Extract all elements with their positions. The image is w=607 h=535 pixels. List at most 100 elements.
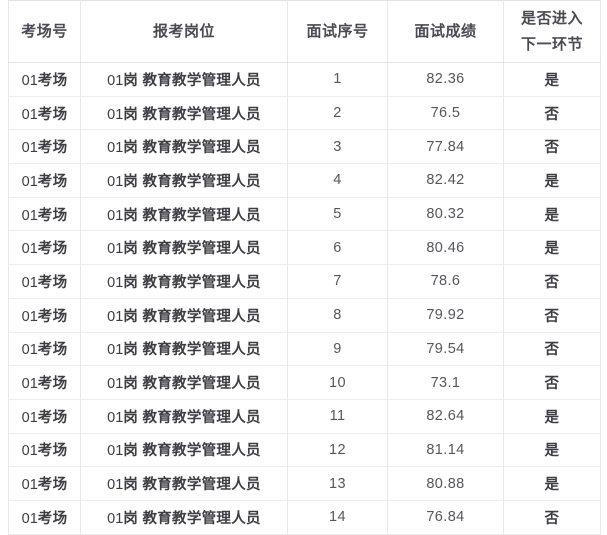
cell-interview-seq: 3 <box>287 129 388 165</box>
cell-applied-post-code-unit: 岗 <box>123 207 139 224</box>
cell-applied-post-code-unit: 岗 <box>123 409 139 426</box>
cell-applied-post-code-digits: 01 <box>107 106 124 123</box>
cell-exam-room: 01考场 <box>8 96 81 131</box>
cell-exam-room-text: 考场 <box>37 207 68 224</box>
cell-applied-post-name: 教育教学管理人员 <box>142 376 261 393</box>
cell-next-stage-flag: 是 <box>503 62 601 97</box>
cell-applied-post-code-digits: 01 <box>107 140 124 157</box>
cell-applied-post-code-unit: 岗 <box>123 173 139 190</box>
cell-exam-room-digits: 01 <box>21 308 38 325</box>
cell-exam-room-text: 考场 <box>37 443 68 460</box>
cell-applied-post-code-digits: 01 <box>107 207 124 224</box>
column-header-room-line-1: 考场号 <box>21 22 68 40</box>
table-row: 01考场 01岗 教育教学管理人员 10 73.1 否 <box>8 365 601 400</box>
cell-interview-score: 82.42 <box>387 163 504 198</box>
cell-exam-room-text: 考场 <box>37 72 68 89</box>
cell-exam-room: 01考场 <box>8 332 81 367</box>
cell-applied-post-code-digits: 01 <box>107 342 124 359</box>
cell-exam-room: 01考场 <box>8 399 81 434</box>
cell-exam-room-digits: 01 <box>21 72 38 89</box>
table-row: 01考场 01岗 教育教学管理人员 1 82.36 是 <box>8 62 601 97</box>
table-row: 01考场 01岗 教育教学管理人员 11 82.64 是 <box>8 399 601 434</box>
table-row: 01考场 01岗 教育教学管理人员 8 79.92 否 <box>8 298 601 333</box>
column-header-seq-line-1: 面试序号 <box>306 22 369 40</box>
table-header: 考场号 报考岗位 面试序号 面试成绩 是否进入 下一环节 <box>8 0 601 63</box>
cell-exam-room-text: 考场 <box>37 308 68 325</box>
cell-interview-score: 80.46 <box>387 230 504 266</box>
table-row: 01考场 01岗 教育教学管理人员 7 78.6 否 <box>8 264 601 299</box>
cell-next-stage-flag: 是 <box>503 197 601 232</box>
table-row: 01考场 01岗 教育教学管理人员 12 81.14 是 <box>8 433 601 468</box>
cell-applied-post-name: 教育教学管理人员 <box>142 308 261 325</box>
cell-applied-post-name: 教育教学管理人员 <box>142 274 261 291</box>
cell-exam-room-text: 考场 <box>37 106 68 123</box>
cell-applied-post-code-unit: 岗 <box>123 342 139 359</box>
cell-exam-room: 01考场 <box>8 163 81 198</box>
cell-exam-room-digits: 01 <box>21 342 38 359</box>
cell-applied-post-name: 教育教学管理人员 <box>142 443 261 460</box>
cell-exam-room: 01考场 <box>8 264 81 299</box>
cell-applied-post-name: 教育教学管理人员 <box>142 140 261 157</box>
cell-interview-seq: 4 <box>287 163 388 198</box>
cell-next-stage-flag: 是 <box>503 399 601 434</box>
cell-interview-score: 80.32 <box>387 197 504 232</box>
cell-exam-room-digits: 01 <box>21 510 38 527</box>
cell-interview-seq: 2 <box>287 96 388 131</box>
cell-applied-post-code-unit: 岗 <box>123 510 139 527</box>
cell-interview-seq: 14 <box>287 500 388 535</box>
cell-interview-score: 79.54 <box>387 332 504 367</box>
cell-interview-seq: 8 <box>287 298 388 333</box>
cell-exam-room-text: 考场 <box>37 409 68 426</box>
cell-applied-post: 01岗 教育教学管理人员 <box>80 96 288 131</box>
cell-applied-post-code-digits: 01 <box>107 308 124 325</box>
cell-applied-post-name: 教育教学管理人员 <box>142 72 261 89</box>
column-header-post-line-1: 报考岗位 <box>152 22 215 40</box>
cell-applied-post: 01岗 教育教学管理人员 <box>80 62 288 97</box>
cell-applied-post: 01岗 教育教学管理人员 <box>80 163 288 198</box>
cell-applied-post-code-unit: 岗 <box>123 308 139 325</box>
cell-exam-room: 01考场 <box>8 62 81 97</box>
table-row: 01考场 01岗 教育教学管理人员 4 82.42 是 <box>8 163 601 198</box>
cell-applied-post-name: 教育教学管理人员 <box>142 173 261 190</box>
cell-interview-seq: 5 <box>287 197 388 232</box>
cell-next-stage-flag: 否 <box>503 96 601 131</box>
cell-applied-post-code-digits: 01 <box>107 510 124 527</box>
cell-exam-room: 01考场 <box>8 129 81 165</box>
cell-applied-post-code-unit: 岗 <box>123 140 139 157</box>
cell-interview-score: 77.84 <box>387 129 504 165</box>
cell-applied-post-code-digits: 01 <box>107 274 124 291</box>
column-header-score-line-1: 面试成绩 <box>414 22 477 40</box>
cell-applied-post-name: 教育教学管理人员 <box>142 106 261 123</box>
cell-applied-post-code-digits: 01 <box>107 443 124 460</box>
cell-applied-post-code-unit: 岗 <box>123 106 139 123</box>
cell-exam-room-digits: 01 <box>21 376 38 393</box>
cell-applied-post: 01岗 教育教学管理人员 <box>80 264 288 299</box>
cell-exam-room-digits: 01 <box>21 140 38 157</box>
cell-interview-seq: 9 <box>287 332 388 367</box>
cell-exam-room-digits: 01 <box>21 207 38 224</box>
cell-interview-score: 82.64 <box>387 399 504 434</box>
cell-exam-room: 01考场 <box>8 500 81 535</box>
cell-applied-post: 01岗 教育教学管理人员 <box>80 433 288 468</box>
cell-interview-seq: 6 <box>287 230 388 266</box>
cell-exam-room: 01考场 <box>8 466 81 501</box>
cell-applied-post: 01岗 教育教学管理人员 <box>80 197 288 232</box>
cell-applied-post: 01岗 教育教学管理人员 <box>80 230 288 266</box>
cell-next-stage-flag: 是 <box>503 230 601 266</box>
cell-applied-post-code-unit: 岗 <box>123 477 139 494</box>
cell-exam-room-digits: 01 <box>21 274 38 291</box>
cell-applied-post: 01岗 教育教学管理人员 <box>80 399 288 434</box>
cell-next-stage-flag: 否 <box>503 500 601 535</box>
cell-exam-room-text: 考场 <box>37 376 68 393</box>
cell-next-stage-flag: 是 <box>503 466 601 501</box>
column-header-post: 报考岗位 <box>80 0 288 63</box>
table-row: 01考场 01岗 教育教学管理人员 5 80.32 是 <box>8 197 601 232</box>
cell-interview-seq: 13 <box>287 466 388 501</box>
table-row: 01考场 01岗 教育教学管理人员 3 77.84 否 <box>8 129 601 165</box>
cell-applied-post-code-unit: 岗 <box>123 241 139 258</box>
cell-exam-room-digits: 01 <box>21 477 38 494</box>
cell-interview-score: 76.5 <box>387 96 504 131</box>
cell-exam-room-digits: 01 <box>21 173 38 190</box>
table-row: 01考场 01岗 教育教学管理人员 9 79.54 否 <box>8 332 601 367</box>
